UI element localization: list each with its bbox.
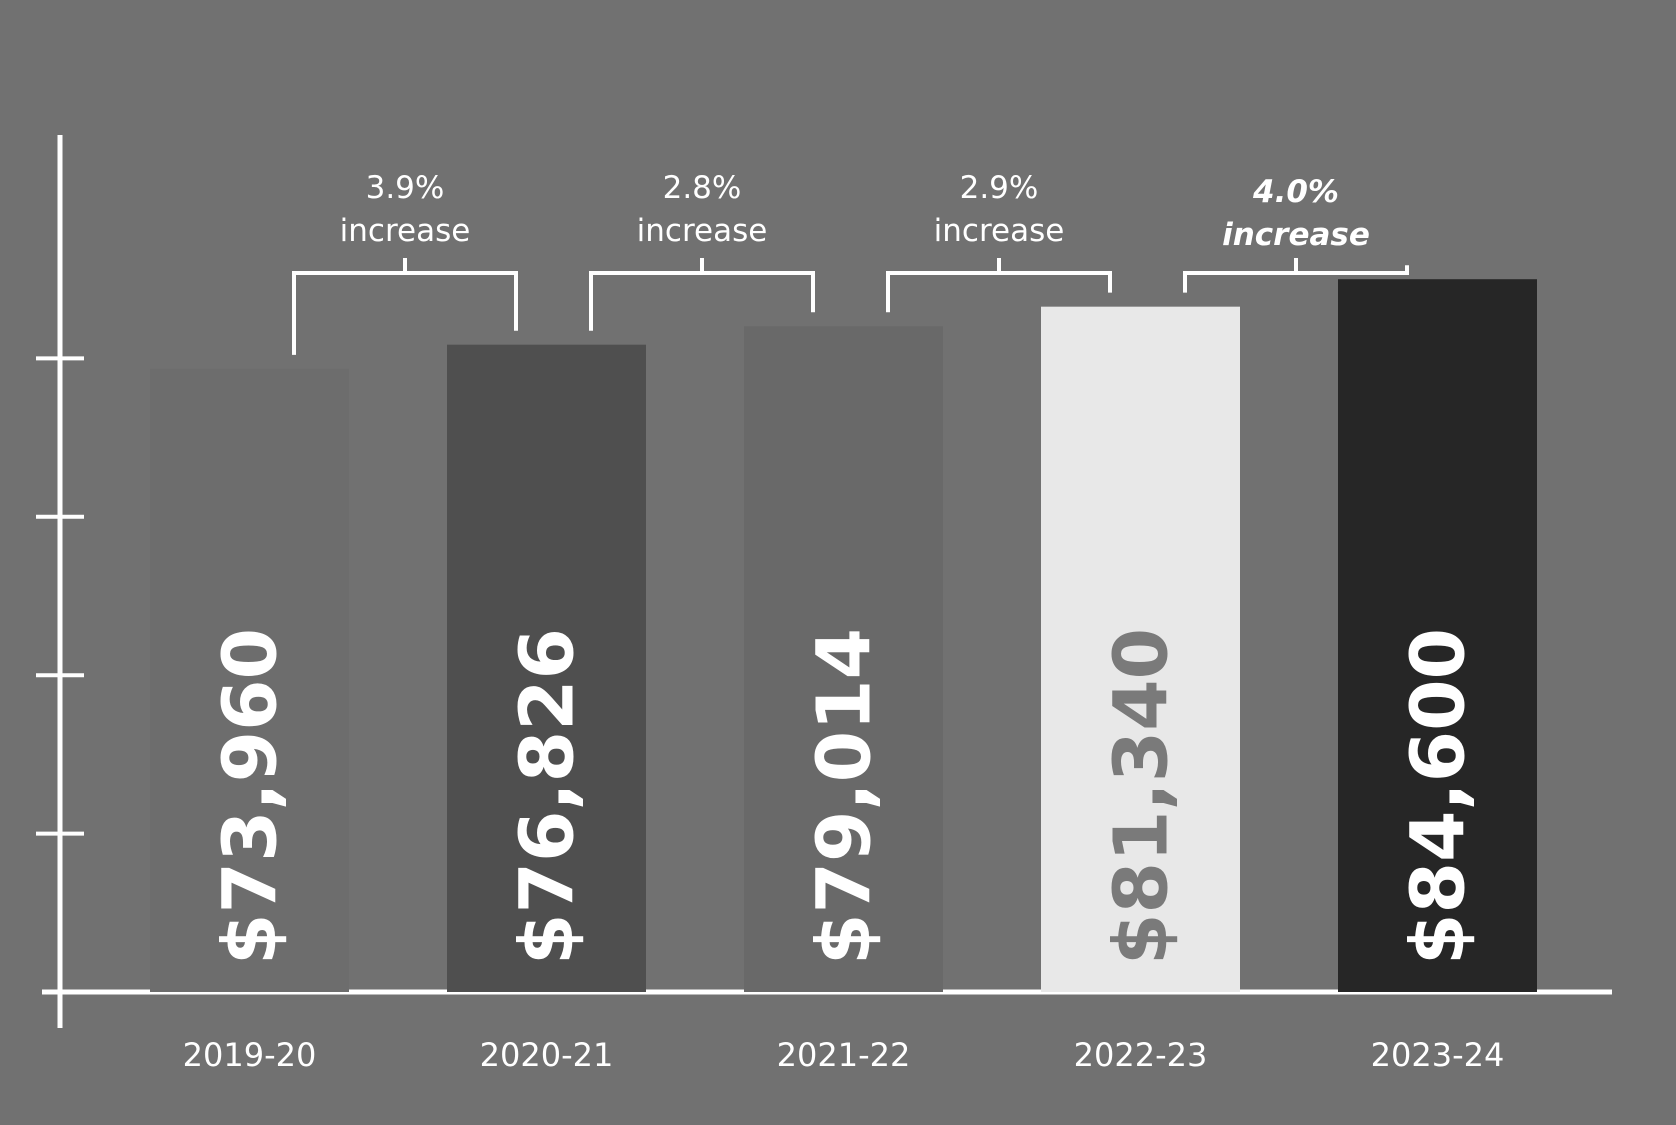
- annotation-label-2: increase: [637, 213, 768, 249]
- x-tick-label-2022-23: 2022-23: [1074, 1036, 1208, 1074]
- x-tick-label-2023-24: 2023-24: [1371, 1036, 1505, 1074]
- annotation-bracket-4: [1183, 258, 1409, 293]
- annotation-label-4: increase: [1222, 217, 1370, 253]
- annotation-label-3: increase: [934, 213, 1065, 249]
- annotation-bracket-1: [292, 258, 518, 355]
- bar-value-label-2022-23: $81,340: [1099, 628, 1185, 965]
- annotation-percent-2: 2.8%: [663, 170, 742, 206]
- bar-2019-20: [150, 368, 349, 992]
- annotation-percent-4: 4.0%: [1252, 174, 1339, 210]
- annotation-bracket-2: [589, 258, 815, 331]
- annotation-percent-1: 3.9%: [366, 170, 445, 206]
- annotation-percent-3: 2.9%: [960, 170, 1039, 206]
- bar-2020-21: [447, 344, 646, 992]
- bar-value-label-2019-20: $73,960: [208, 628, 294, 965]
- x-tick-label-2021-22: 2021-22: [777, 1036, 911, 1074]
- bar-value-label-2021-22: $79,014: [802, 628, 888, 965]
- x-tick-label-2020-21: 2020-21: [480, 1036, 614, 1074]
- bar-2023-24: [1338, 279, 1537, 992]
- annotation-label-1: increase: [340, 213, 471, 249]
- bar-2021-22: [744, 326, 943, 992]
- bar-value-label-2023-24: $84,600: [1396, 628, 1482, 965]
- bar-2022-23: [1041, 306, 1240, 992]
- x-tick-label-2019-20: 2019-20: [183, 1036, 317, 1074]
- annotation-bracket-3: [886, 258, 1112, 313]
- bar-value-label-2020-21: $76,826: [505, 628, 591, 965]
